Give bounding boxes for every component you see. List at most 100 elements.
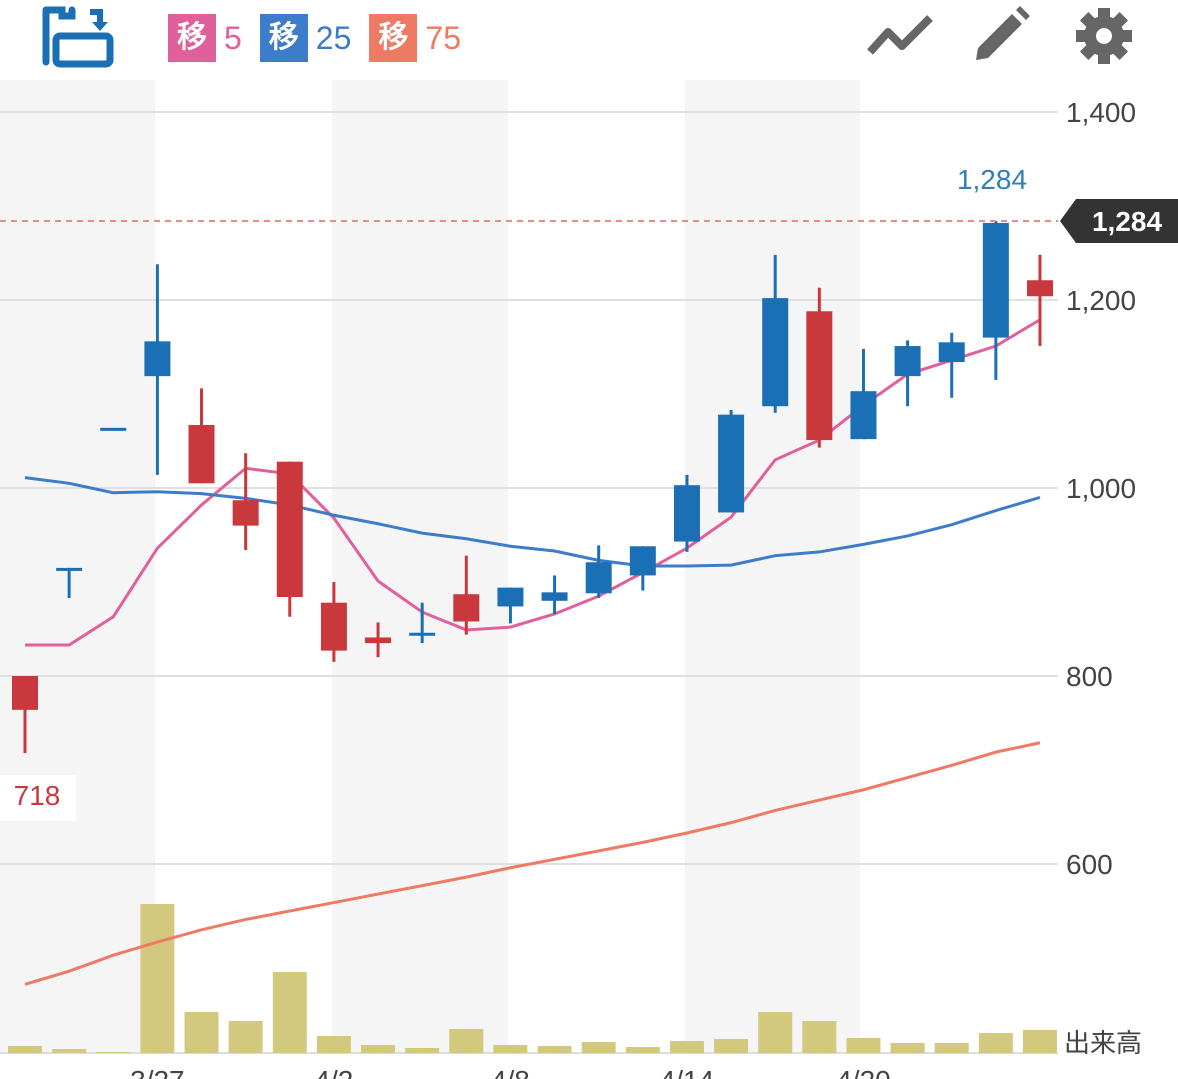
volume-bar (625, 1047, 660, 1053)
candle (938, 332, 965, 398)
candle (188, 388, 215, 484)
candle-body (453, 594, 480, 622)
current-price-label: 1,284 (1092, 206, 1162, 237)
moving-average-legend: 移 5 移 25 移 75 (168, 14, 469, 62)
volume-bar (405, 1048, 440, 1053)
ma-period: 25 (315, 19, 352, 56)
candle-body (673, 485, 700, 542)
candle-body (762, 298, 789, 407)
candle-body (409, 632, 436, 636)
x-tick-label: 4/8 (491, 1065, 530, 1079)
candle-body (144, 341, 171, 377)
candle (850, 348, 877, 440)
date-band (0, 80, 155, 1053)
volume-label: 出来高 (1064, 1028, 1142, 1058)
volume-bar (537, 1046, 572, 1053)
candle-body (320, 602, 347, 651)
x-tick-label: 4/20 (836, 1065, 891, 1079)
candle (320, 582, 347, 662)
volume-bar (581, 1042, 616, 1053)
legend-ma25: 移 25 (259, 14, 352, 62)
y-tick-label: 1,000 (1066, 473, 1136, 504)
volume-bar (934, 1043, 969, 1053)
candle (56, 567, 83, 598)
volume-bar (228, 1021, 263, 1053)
low-price-label: 718 (14, 780, 61, 811)
current-price-tag: 1,284 (1060, 199, 1178, 244)
volume-bar (361, 1045, 396, 1053)
high-price-label: 1,284 (957, 164, 1027, 195)
volume-bar (449, 1029, 484, 1053)
candle (894, 340, 921, 407)
volume-bar (493, 1045, 528, 1053)
candle-body (585, 562, 612, 594)
candle (629, 546, 656, 591)
candle-body (850, 391, 877, 440)
candle-body (982, 222, 1009, 338)
x-tick-label: 4/14 (660, 1065, 715, 1079)
legend-ma5: 移 5 (168, 14, 242, 62)
x-tick-label: 4/2 (314, 1065, 353, 1079)
y-tick-label: 600 (1066, 849, 1113, 880)
volume-bar (669, 1041, 704, 1053)
candle-body (188, 425, 215, 484)
volume-bar (890, 1043, 925, 1053)
candle-body (100, 427, 127, 431)
candle-body (497, 587, 524, 607)
candle-body (806, 311, 833, 441)
volume-bar (316, 1036, 351, 1053)
volume-bar (846, 1038, 881, 1053)
pencil-icon[interactable] (972, 6, 1030, 67)
candle (232, 453, 259, 551)
candle (276, 461, 303, 617)
candle (1026, 254, 1053, 347)
candle-body (56, 567, 83, 571)
ma-badge: 移 (369, 14, 418, 62)
candle (673, 474, 700, 552)
rotate-screen-icon[interactable] (40, 6, 116, 73)
volume-bar (1022, 1030, 1057, 1053)
low-label-background (0, 775, 76, 822)
candle (100, 427, 127, 431)
moving-average-line-移75 (24, 741, 1041, 986)
volume-bar (52, 1049, 87, 1053)
candle-body (276, 461, 303, 598)
volume-bar (978, 1033, 1013, 1053)
candle-body (1026, 280, 1053, 297)
ma-badge: 移 (168, 14, 216, 62)
volume-bar (140, 904, 175, 1053)
trend-line-icon[interactable] (866, 12, 934, 65)
legend-ma75: 移 75 (369, 14, 461, 62)
y-tick-label: 1,200 (1066, 285, 1136, 316)
candle (453, 555, 480, 635)
volume-bar (758, 1012, 793, 1053)
y-tick-label: 1,400 (1066, 97, 1136, 128)
candle (718, 409, 745, 513)
x-tick-label: 3/27 (130, 1065, 185, 1079)
volume-bar (184, 1012, 219, 1053)
candle (762, 254, 789, 413)
candle (541, 575, 568, 614)
volume-bar (8, 1046, 42, 1053)
volume-bar (802, 1021, 837, 1053)
candle (585, 545, 612, 598)
candle (982, 221, 1009, 380)
gear-icon[interactable] (1074, 6, 1134, 71)
ma-period: 5 (224, 19, 242, 56)
candle-body (365, 637, 392, 644)
candle-body (718, 414, 745, 513)
moving-average-line-移25 (24, 476, 1041, 568)
y-tick-label: 800 (1066, 661, 1113, 692)
candle (806, 287, 833, 448)
date-band (332, 80, 508, 1053)
candle (409, 602, 436, 644)
candle-body (232, 500, 259, 526)
volume-bar (714, 1039, 749, 1053)
candle-body (541, 592, 568, 601)
candle-body (629, 546, 656, 576)
candle-body (938, 342, 965, 363)
ma-badge: 移 (259, 14, 308, 62)
moving-average-line-移5 (25, 318, 1041, 647)
candle (497, 587, 524, 624)
